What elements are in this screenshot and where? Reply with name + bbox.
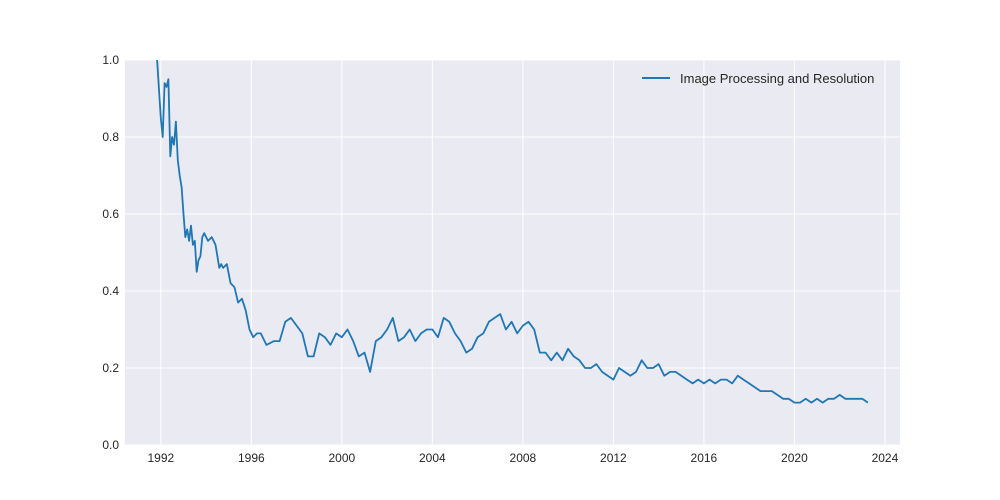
x-tick-label: 2024 (872, 451, 899, 465)
x-tick-label: 2020 (781, 451, 808, 465)
x-tick-label: 2000 (328, 451, 355, 465)
y-axis: 0.0 0.2 0.4 0.6 0.8 1.0 (102, 53, 119, 452)
grid-lines (125, 59, 900, 446)
y-tick-label: 1.0 (102, 53, 119, 67)
series-layer (156, 59, 869, 404)
x-tick-label: 2004 (419, 451, 446, 465)
x-tick-label: 2012 (600, 451, 627, 465)
plot-area (125, 60, 900, 445)
y-tick-label: 0.6 (102, 207, 119, 221)
series-line-0 (156, 59, 869, 404)
x-tick-label: 1996 (238, 451, 265, 465)
legend: Image Processing and Resolution (642, 71, 874, 86)
y-tick-label: 0.0 (102, 438, 119, 452)
y-tick-label: 0.2 (102, 361, 119, 375)
x-axis: 1992 1996 2000 2004 2008 2012 2016 2020 2024 (147, 451, 898, 465)
legend-label: Image Processing and Resolution (680, 71, 874, 86)
x-tick-label: 1992 (147, 451, 174, 465)
x-tick-label: 2016 (691, 451, 718, 465)
y-tick-label: 0.4 (102, 284, 119, 298)
y-tick-label: 0.8 (102, 130, 119, 144)
x-tick-label: 2008 (510, 451, 537, 465)
